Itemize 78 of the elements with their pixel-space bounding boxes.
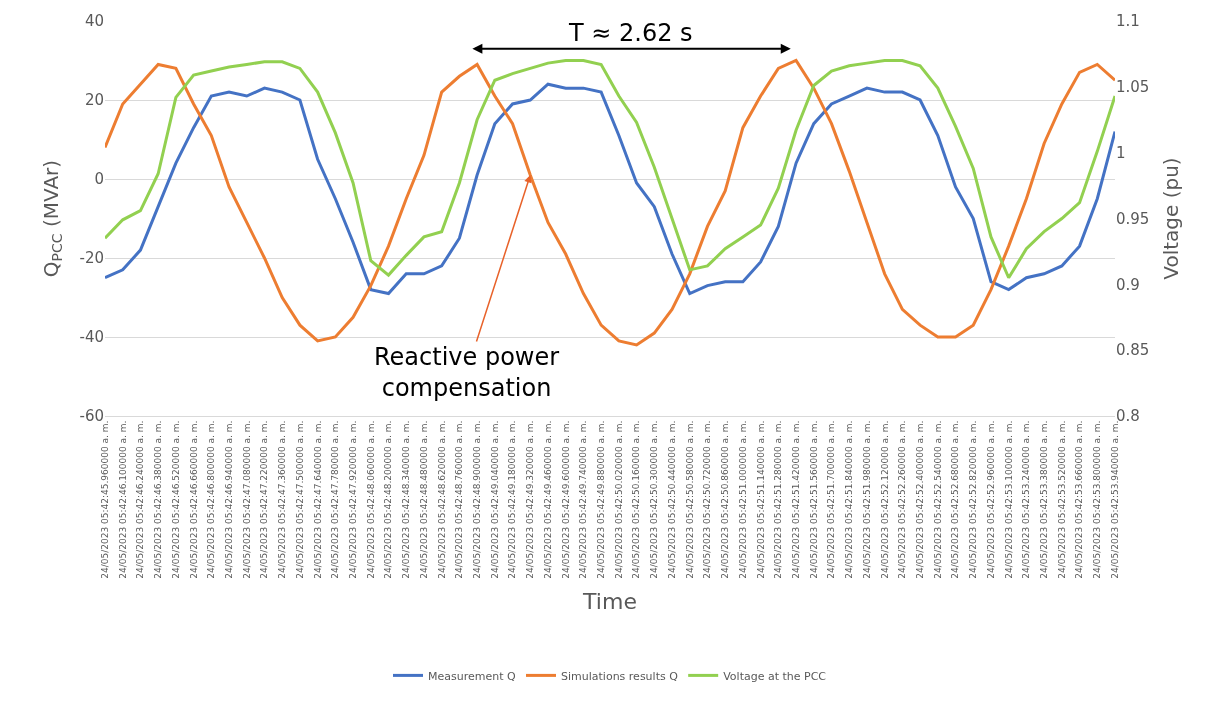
x-tick-label: 24/05/2023 05:42:50.720000 a. m. bbox=[702, 420, 713, 579]
x-tick-label: 24/05/2023 05:42:52.400000 a. m. bbox=[915, 420, 926, 579]
x-tick-label: 24/05/2023 05:42:50.300000 a. m. bbox=[649, 420, 660, 579]
y-tick-label: 0 bbox=[94, 170, 104, 189]
x-tick-label: 24/05/2023 05:42:53.660000 a. m. bbox=[1074, 420, 1085, 579]
x-tick-label: 24/05/2023 05:42:51.140000 a. m. bbox=[755, 420, 766, 579]
x-tick-label: 24/05/2023 05:42:49.180000 a. m. bbox=[507, 420, 518, 579]
x-tick-label: 24/05/2023 05:42:47.920000 a. m. bbox=[347, 420, 358, 579]
x-tick-label: 24/05/2023 05:42:51.000000 a. m. bbox=[737, 420, 748, 579]
y2-tick-label: 1.05 bbox=[1116, 78, 1150, 97]
legend-label: Voltage at the PCC bbox=[723, 669, 827, 683]
legend-label: Simulations results Q bbox=[561, 669, 679, 683]
x-tick-label: 24/05/2023 05:42:53.800000 a. m. bbox=[1092, 420, 1103, 579]
x-tick-label: 24/05/2023 05:42:48.340000 a. m. bbox=[401, 420, 412, 579]
x-tick-label: 24/05/2023 05:42:51.980000 a. m. bbox=[861, 420, 872, 579]
y-tick-label: 20 bbox=[84, 91, 104, 110]
line-series bbox=[105, 59, 1115, 347]
x-tick-label: 24/05/2023 05:42:49.460000 a. m. bbox=[542, 420, 553, 579]
y2-tick-label: 0.95 bbox=[1116, 209, 1150, 228]
x-tick-label: 24/05/2023 05:42:47.080000 a. m. bbox=[241, 420, 252, 579]
y-tick-label: 40 bbox=[84, 12, 104, 31]
y-tick-label: -40 bbox=[79, 328, 104, 347]
x-tick-label: 24/05/2023 05:42:49.880000 a. m. bbox=[596, 420, 607, 579]
x-tick-label: 24/05/2023 05:42:46.660000 a. m. bbox=[188, 420, 199, 579]
x-tick-label: 24/05/2023 05:42:46.520000 a. m. bbox=[170, 420, 181, 579]
x-tick-label: 24/05/2023 05:42:51.700000 a. m. bbox=[826, 420, 837, 579]
x-tick-label: 24/05/2023 05:42:53.940000 a. m. bbox=[1109, 420, 1120, 579]
x-tick-label: 24/05/2023 05:42:51.420000 a. m. bbox=[790, 420, 801, 579]
x-tick-label: 24/05/2023 05:42:49.320000 a. m. bbox=[525, 420, 536, 579]
x-tick-label: 24/05/2023 05:42:48.760000 a. m. bbox=[454, 420, 465, 579]
x-tick-label: 24/05/2023 05:42:51.280000 a. m. bbox=[773, 420, 784, 579]
x-axis-title: Time bbox=[582, 588, 637, 614]
x-tick-label: 24/05/2023 05:42:50.440000 a. m. bbox=[666, 420, 677, 579]
legend-label: Measurement Q bbox=[428, 669, 517, 683]
annotation: T ≈ 2.62 s bbox=[568, 19, 693, 47]
x-tick-label: 24/05/2023 05:42:46.380000 a. m. bbox=[153, 420, 164, 579]
x-tick-label: 24/05/2023 05:42:49.600000 a. m. bbox=[560, 420, 571, 579]
line-series bbox=[105, 59, 1115, 280]
x-tick-label: 24/05/2023 05:42:46.800000 a. m. bbox=[206, 420, 217, 579]
y2-tick-label: 0.9 bbox=[1116, 275, 1140, 294]
x-tick-label: 24/05/2023 05:42:48.200000 a. m. bbox=[383, 420, 394, 579]
x-tick-label: 24/05/2023 05:42:53.240000 a. m. bbox=[1021, 420, 1032, 579]
x-tick-label: 24/05/2023 05:42:46.240000 a. m. bbox=[135, 420, 146, 579]
x-tick-label: 24/05/2023 05:42:48.060000 a. m. bbox=[365, 420, 376, 579]
x-tick-label: 24/05/2023 05:42:52.120000 a. m. bbox=[879, 420, 890, 579]
x-tick-label: 24/05/2023 05:42:50.860000 a. m. bbox=[720, 420, 731, 579]
line-series bbox=[105, 82, 1115, 296]
x-tick-label: 24/05/2023 05:42:47.780000 a. m. bbox=[330, 420, 341, 579]
x-tick-label: 24/05/2023 05:42:47.500000 a. m. bbox=[294, 420, 305, 579]
x-tick-label: 24/05/2023 05:42:50.580000 a. m. bbox=[684, 420, 695, 579]
x-tick-label: 24/05/2023 05:42:52.820000 a. m. bbox=[968, 420, 979, 579]
x-tick-label: 24/05/2023 05:42:51.840000 a. m. bbox=[844, 420, 855, 579]
x-tick-label: 24/05/2023 05:42:52.260000 a. m. bbox=[897, 420, 908, 579]
y2-axis-title: Voltage (pu) bbox=[1158, 157, 1183, 280]
x-tick-label: 24/05/2023 05:42:53.520000 a. m. bbox=[1056, 420, 1067, 579]
x-tick-label: 24/05/2023 05:42:50.020000 a. m. bbox=[613, 420, 624, 579]
x-tick-label: 24/05/2023 05:42:48.480000 a. m. bbox=[418, 420, 429, 579]
x-tick-label: 24/05/2023 05:42:47.360000 a. m. bbox=[277, 420, 288, 579]
y-tick-label: -20 bbox=[79, 249, 104, 268]
x-tick-label: 24/05/2023 05:42:47.640000 a. m. bbox=[312, 420, 323, 579]
x-tick-label: 24/05/2023 05:42:50.160000 a. m. bbox=[631, 420, 642, 579]
x-tick-label: 24/05/2023 05:42:53.100000 a. m. bbox=[1003, 420, 1014, 579]
x-tick-label: 24/05/2023 05:42:49.040000 a. m. bbox=[489, 420, 500, 579]
x-tick-label: 24/05/2023 05:42:46.100000 a. m. bbox=[117, 420, 128, 579]
y2-tick-label: 1.1 bbox=[1116, 12, 1140, 31]
x-tick-label: 24/05/2023 05:42:48.620000 a. m. bbox=[436, 420, 447, 579]
x-tick-label: 24/05/2023 05:42:51.560000 a. m. bbox=[808, 420, 819, 579]
x-tick-label: 24/05/2023 05:42:53.380000 a. m. bbox=[1039, 420, 1050, 579]
x-tick-label: 24/05/2023 05:42:49.740000 a. m. bbox=[578, 420, 589, 579]
x-tick-label: 24/05/2023 05:42:47.220000 a. m. bbox=[259, 420, 270, 579]
annotation: Reactive power compensation bbox=[374, 343, 560, 403]
x-tick-label: 24/05/2023 05:42:52.960000 a. m. bbox=[985, 420, 996, 579]
y2-tick-label: 0.85 bbox=[1116, 341, 1150, 360]
x-tick-label: 24/05/2023 05:42:52.540000 a. m. bbox=[932, 420, 943, 579]
y2-tick-label: 1 bbox=[1116, 143, 1126, 162]
x-tick-label: 24/05/2023 05:42:48.900000 a. m. bbox=[472, 420, 483, 579]
x-tick-label: 24/05/2023 05:42:52.680000 a. m. bbox=[950, 420, 961, 579]
x-tick-label: 24/05/2023 05:42:46.940000 a. m. bbox=[223, 420, 234, 579]
